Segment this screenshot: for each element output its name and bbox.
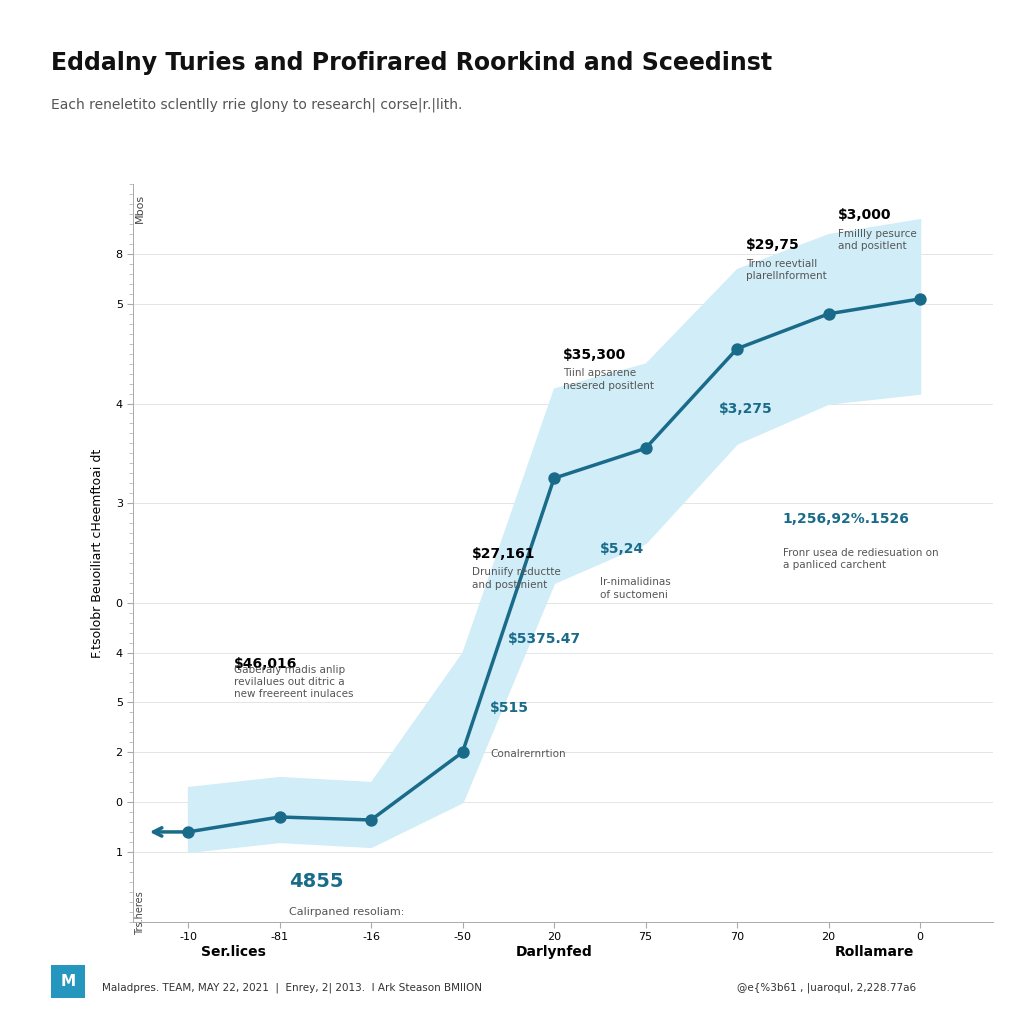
Text: $29,75: $29,75 — [746, 239, 800, 252]
Point — [271, 809, 288, 825]
Text: @e{%3b61 , |uaroqul, 2,228.77a6: @e{%3b61 , |uaroqul, 2,228.77a6 — [737, 982, 916, 992]
Point — [546, 470, 562, 486]
Text: M: M — [60, 974, 76, 989]
Y-axis label: F.tsolobr Beuoiliart cHeemftoai dt: F.tsolobr Beuoiliart cHeemftoai dt — [91, 449, 104, 657]
Point — [455, 744, 471, 761]
Point — [820, 305, 837, 322]
Point — [180, 823, 197, 840]
Text: $35,300: $35,300 — [563, 348, 627, 361]
Text: Mbos: Mbos — [135, 195, 145, 223]
Text: Each reneletito sclentlly rrie glony to research| corse|r.|lith.: Each reneletito sclentlly rrie glony to … — [51, 97, 463, 112]
Text: Tiinl apsarene
nesered positlent: Tiinl apsarene nesered positlent — [563, 369, 654, 390]
Text: $5375.47: $5375.47 — [508, 632, 582, 645]
Text: Eddalny Turies and Profirared Roorkind and Sceedinst: Eddalny Turies and Profirared Roorkind a… — [51, 51, 772, 75]
Text: Calirpaned resoliam:: Calirpaned resoliam: — [289, 906, 404, 916]
Text: $515: $515 — [490, 701, 529, 716]
Text: 4855: 4855 — [289, 871, 343, 891]
Text: Maladpres. TEAM, MAY 22, 2021  |  Enrey, 2| 2013.  I Ark Steason BMIION: Maladpres. TEAM, MAY 22, 2021 | Enrey, 2… — [102, 982, 482, 992]
Text: Fmillly pesurce
and positlent: Fmillly pesurce and positlent — [838, 228, 916, 251]
Text: $3,000: $3,000 — [838, 208, 891, 222]
Text: Ser.lices: Ser.lices — [202, 945, 266, 959]
Point — [912, 291, 929, 307]
Text: Ir-nimalidinas
of suctomeni: Ir-nimalidinas of suctomeni — [600, 578, 671, 600]
Point — [362, 812, 379, 828]
Text: Fronr usea de rediesuation on
a panliced carchent: Fronr usea de rediesuation on a panliced… — [782, 548, 938, 570]
Text: $5,24: $5,24 — [600, 542, 644, 556]
Text: Rollamare: Rollamare — [835, 945, 914, 959]
Point — [637, 440, 653, 457]
Text: Druniify reductte
and postinient: Druniify reductte and postinient — [472, 567, 560, 590]
Text: $3,275: $3,275 — [719, 402, 772, 417]
Text: Trs.heres: Trs.heres — [135, 892, 145, 936]
Text: Darlynfed: Darlynfed — [516, 945, 593, 959]
Text: $46,016: $46,016 — [233, 656, 297, 671]
Text: Gaberaly madis anlip
revilalues out ditric a
new freereent inulaces: Gaberaly madis anlip revilalues out ditr… — [233, 665, 353, 699]
Text: 1,256,92%.1526: 1,256,92%.1526 — [782, 512, 909, 526]
Point — [729, 341, 745, 357]
Text: Trmo reevtiall
plarelInforment: Trmo reevtiall plarelInforment — [746, 259, 827, 281]
Text: $27,161: $27,161 — [472, 547, 536, 561]
Text: Conalrernrtion: Conalrernrtion — [490, 750, 565, 759]
